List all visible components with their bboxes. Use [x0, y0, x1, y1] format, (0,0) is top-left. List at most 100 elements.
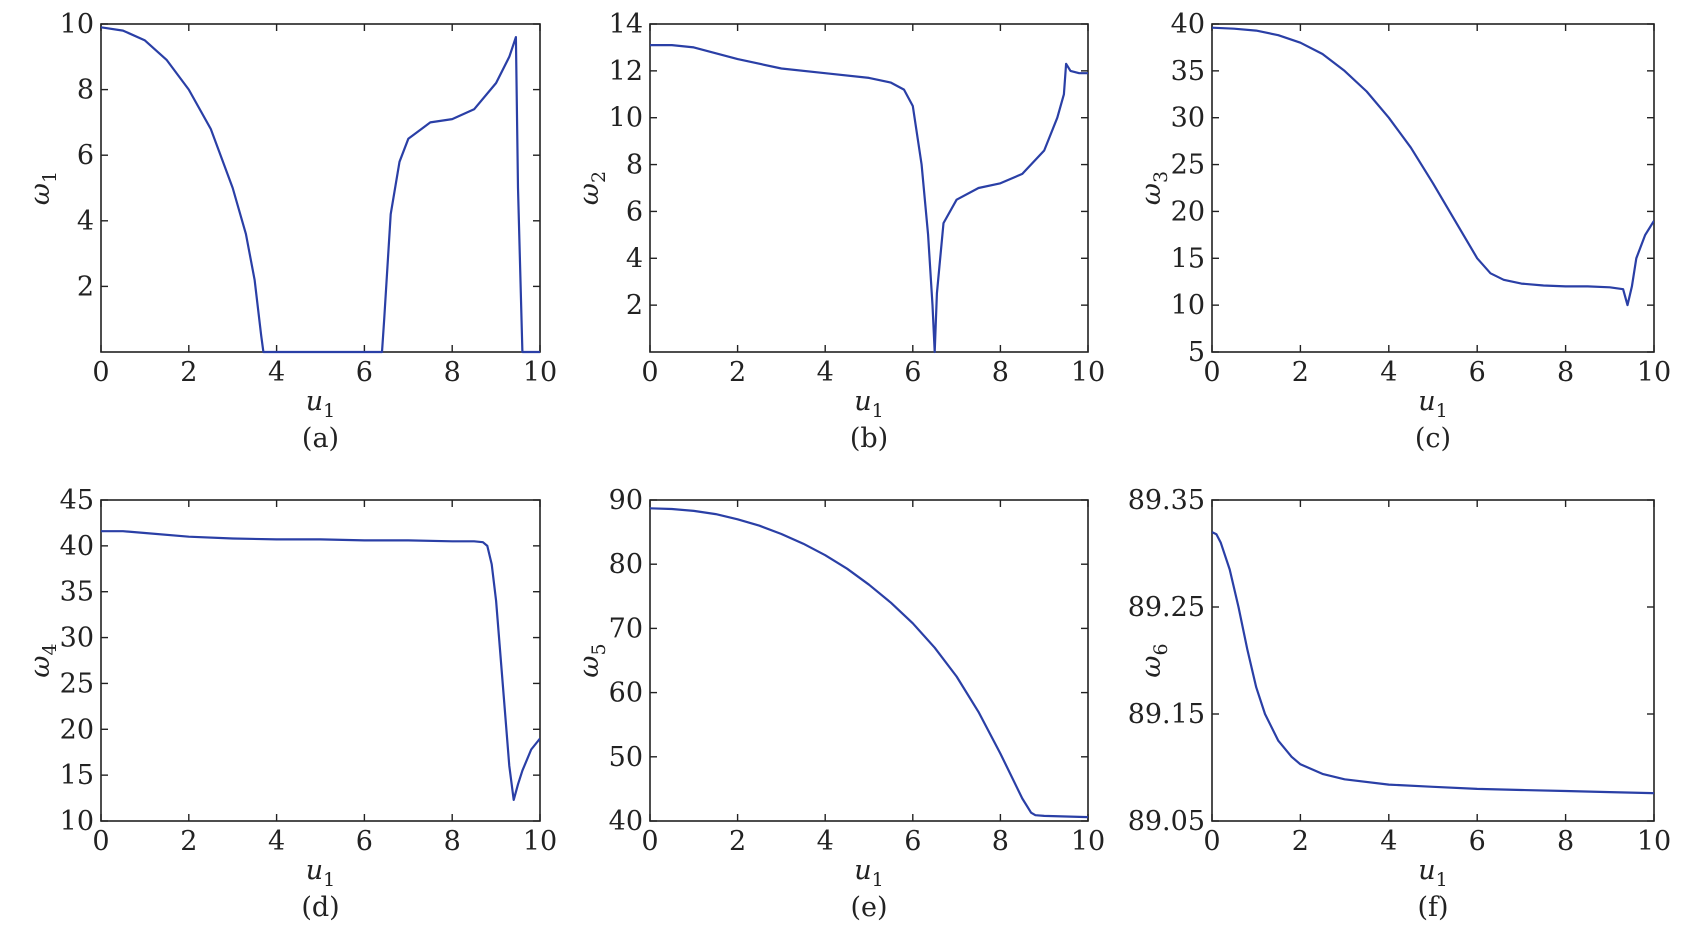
x-axis-var: u	[854, 386, 871, 417]
panel-label: (c)	[1415, 423, 1451, 454]
y-axis-label: ω5	[574, 643, 610, 677]
y-axis-sub: 5	[588, 643, 610, 655]
y-tick-label: 15	[60, 760, 94, 791]
x-tick-label: 6	[1469, 357, 1486, 388]
y-tick-label: 10	[1171, 290, 1205, 321]
panel-label: (d)	[301, 892, 339, 923]
y-axis-var: ω	[574, 183, 605, 205]
y-tick-label: 89.05	[1128, 806, 1205, 837]
x-axis-sub: 1	[872, 400, 884, 422]
x-axis-sub: 1	[323, 400, 335, 422]
plot-frame	[1211, 23, 1655, 353]
y-tick-label: 89.25	[1128, 592, 1205, 623]
y-tick-label: 8	[77, 75, 94, 106]
y-axis-sub: 3	[1150, 171, 1172, 183]
x-tick-label: 6	[1469, 826, 1486, 857]
x-tick-label: 4	[817, 826, 834, 857]
y-tick-label: 70	[609, 613, 643, 644]
y-tick-label: 20	[1171, 196, 1205, 227]
x-tick-label: 2	[1292, 826, 1309, 857]
y-tick-label: 10	[609, 103, 643, 134]
x-tick-label: 4	[1380, 826, 1397, 857]
y-tick-label: 40	[609, 806, 643, 837]
plot-frame	[100, 23, 541, 353]
y-tick-label: 35	[1171, 56, 1205, 87]
y-tick-label: 30	[60, 623, 94, 654]
y-tick-label: 6	[77, 140, 94, 171]
panel-label: (f)	[1417, 892, 1448, 923]
x-axis-label: u1	[306, 386, 335, 422]
y-tick-label: 60	[609, 678, 643, 709]
y-tick-label: 40	[1171, 9, 1205, 40]
x-axis-sub: 1	[1436, 400, 1448, 422]
x-tick-label: 2	[180, 357, 197, 388]
x-tick-label: 2	[729, 826, 746, 857]
x-tick-label: 4	[817, 357, 834, 388]
x-axis-sub: 1	[323, 869, 335, 891]
x-tick-label: 0	[92, 826, 109, 857]
y-tick-label: 8	[626, 150, 643, 181]
x-tick-label: 2	[1292, 357, 1309, 388]
x-axis-label: u1	[1418, 855, 1447, 891]
x-tick-label: 4	[268, 826, 285, 857]
y-axis-var: ω	[25, 656, 56, 678]
x-tick-label: 10	[1637, 357, 1671, 388]
y-tick-label: 2	[626, 290, 643, 321]
x-axis-label: u1	[854, 386, 883, 422]
y-axis-label: ω3	[1136, 171, 1172, 205]
panel-label: (e)	[850, 892, 887, 923]
x-tick-label: 4	[268, 357, 285, 388]
x-tick-label: 10	[523, 826, 557, 857]
x-tick-label: 8	[992, 826, 1009, 857]
y-tick-label: 6	[626, 196, 643, 227]
y-tick-label: 4	[77, 206, 94, 237]
chart-panel-e: 0 2 4 6 8 10 40 50 60 70 80 90 u1 ω5 (e)	[574, 485, 1105, 923]
y-tick-label: 25	[1171, 150, 1205, 181]
y-tick-label: 14	[609, 9, 643, 40]
series-line	[650, 44, 1088, 354]
y-axis-var: ω	[1136, 183, 1167, 205]
plot-frame	[649, 499, 1089, 822]
x-tick-label: 8	[444, 357, 461, 388]
y-tick-label: 20	[60, 714, 94, 745]
y-axis-sub: 1	[39, 171, 61, 183]
series-line	[1212, 531, 1654, 795]
x-tick-label: 8	[992, 357, 1009, 388]
plot-frame	[1211, 499, 1655, 822]
x-axis-var: u	[1418, 386, 1435, 417]
x-axis-var: u	[306, 855, 323, 886]
y-tick-label: 89.35	[1128, 485, 1205, 516]
y-tick-label: 5	[1188, 337, 1205, 368]
x-tick-label: 6	[904, 357, 921, 388]
x-tick-label: 6	[904, 826, 921, 857]
panel-label: (a)	[302, 423, 339, 454]
y-tick-label: 90	[609, 485, 643, 516]
x-tick-label: 2	[180, 826, 197, 857]
y-tick-label: 2	[77, 271, 94, 302]
x-axis-label: u1	[306, 855, 335, 891]
x-tick-label: 0	[92, 357, 109, 388]
x-tick-label: 10	[1637, 826, 1671, 857]
y-axis-label: ω2	[574, 171, 610, 205]
x-axis-sub: 1	[872, 869, 884, 891]
y-tick-label: 10	[60, 806, 94, 837]
y-axis-sub: 6	[1150, 643, 1172, 655]
x-tick-label: 6	[356, 826, 373, 857]
panel-label: (b)	[850, 423, 888, 454]
y-axis-label: ω1	[25, 171, 61, 205]
y-tick-label: 45	[60, 485, 94, 516]
x-axis-var: u	[306, 386, 323, 417]
y-axis-var: ω	[574, 656, 605, 678]
chart-panel-c: 0 2 4 6 8 10 5 10 15 20 25 30 35 40 u1 ω3 (c)	[1136, 9, 1671, 454]
y-axis-var: ω	[1136, 656, 1167, 678]
y-tick-label: 10	[60, 9, 94, 40]
x-tick-label: 2	[729, 357, 746, 388]
x-axis-label: u1	[1418, 386, 1447, 422]
x-tick-label: 6	[356, 357, 373, 388]
y-tick-label: 15	[1171, 243, 1205, 274]
x-tick-label: 0	[1203, 826, 1220, 857]
series-line	[101, 26, 540, 354]
